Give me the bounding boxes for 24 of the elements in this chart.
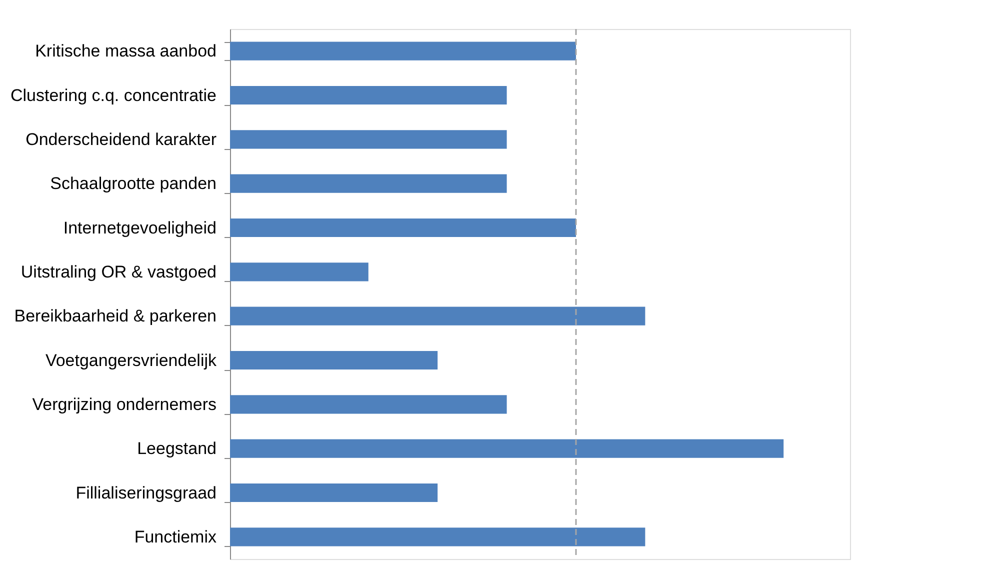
y-tick-label: Clustering c.q. concentratie [10, 86, 216, 105]
y-tick-label: Vergrijzing ondernemers [32, 394, 216, 414]
bar [230, 174, 507, 193]
y-tick-label: Onderscheidend karakter [26, 130, 217, 149]
bar [230, 395, 507, 414]
y-tick-label: Uitstraling OR & vastgoed [20, 262, 216, 282]
y-tick-label: Functiemix [134, 527, 217, 546]
y-tick-label: Leegstand [137, 439, 216, 458]
y-tick-label: Bereikbaarheid & parkeren [14, 306, 216, 326]
bar [230, 350, 438, 370]
bar [230, 439, 784, 458]
bar [230, 218, 576, 238]
bar [230, 528, 646, 546]
y-tick-label: Internetgevoeligheid [63, 218, 216, 238]
bar [230, 262, 368, 282]
y-tick-label: Voetgangersvriendelijk [45, 350, 217, 370]
y-tick-label: Fillialiseringsgraad [76, 483, 216, 502]
y-tick-label: Kritische massa aanbod [35, 42, 216, 61]
bar [230, 86, 507, 105]
bar [230, 306, 646, 326]
bar [230, 42, 576, 60]
bar [230, 130, 507, 149]
bar [230, 483, 438, 502]
y-tick-label: Schaalgrootte panden [50, 174, 216, 194]
